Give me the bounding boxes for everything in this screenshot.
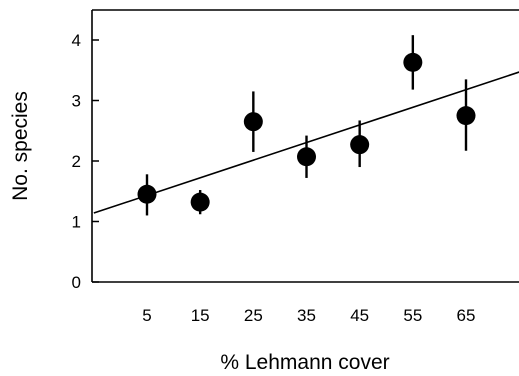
y-tick-label: 2: [72, 152, 81, 171]
y-tick-label: 4: [72, 31, 81, 50]
x-ticks: 5 15 25 35 45 55 65: [142, 306, 475, 325]
x-tick-label: 25: [244, 306, 263, 325]
data-points: [137, 52, 476, 212]
y-tick-label: 3: [72, 92, 81, 111]
data-point: [350, 135, 370, 155]
x-tick-label: 45: [350, 306, 369, 325]
x-tick-label: 5: [142, 306, 151, 325]
data-point: [297, 147, 316, 167]
x-tick-label: 15: [191, 306, 210, 325]
data-point: [403, 52, 423, 72]
data-point: [456, 106, 476, 126]
x-tick-label: 65: [457, 306, 476, 325]
y-tick-label: 1: [72, 213, 81, 232]
data-point: [190, 192, 210, 212]
x-tick-label: 55: [403, 306, 422, 325]
x-tick-label: 35: [297, 306, 316, 325]
plot-area: [91, 9, 519, 283]
data-point: [243, 112, 263, 132]
data-point: [137, 184, 157, 204]
x-axis-title: % Lehmann cover: [220, 351, 389, 374]
y-tick-label: 0: [72, 273, 81, 292]
y-ticks: 0 1 2 3 4: [72, 31, 99, 292]
y-axis-title: No. species: [9, 91, 32, 201]
